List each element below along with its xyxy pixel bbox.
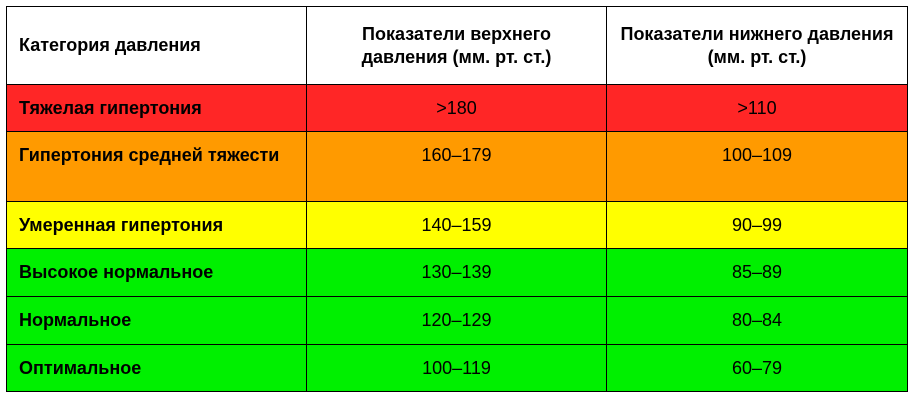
header-systolic: Показатели верхнего давления (мм. рт. ст… [306, 6, 607, 85]
row-systolic: 100–119 [306, 344, 607, 392]
table-header-row: Категория давления Показатели верхнего д… [6, 6, 908, 85]
row-diastolic: 80–84 [606, 296, 908, 345]
row-category: Тяжелая гипертония [6, 84, 307, 132]
row-systolic: >180 [306, 84, 607, 132]
table-row: Умеренная гипертония 140–159 90–99 [6, 201, 908, 249]
row-diastolic: 60–79 [606, 344, 908, 392]
row-category: Умеренная гипертония [6, 201, 307, 249]
row-diastolic: 90–99 [606, 201, 908, 249]
row-systolic: 130–139 [306, 248, 607, 297]
row-systolic: 140–159 [306, 201, 607, 249]
row-category: Оптимальное [6, 344, 307, 392]
table-row: Гипертония средней тяжести 160–179 100–1… [6, 131, 908, 202]
blood-pressure-table: Категория давления Показатели верхнего д… [6, 6, 908, 392]
row-category: Высокое нормальное [6, 248, 307, 297]
header-diastolic: Показатели нижнего давления (мм. рт. ст.… [606, 6, 908, 85]
table-row: Тяжелая гипертония >180 >110 [6, 84, 908, 132]
header-category: Категория давления [6, 6, 307, 85]
row-category: Нормальное [6, 296, 307, 345]
row-diastolic: >110 [606, 84, 908, 132]
row-systolic: 160–179 [306, 131, 607, 202]
table-row: Нормальное 120–129 80–84 [6, 296, 908, 345]
table-row: Высокое нормальное 130–139 85–89 [6, 248, 908, 297]
row-diastolic: 100–109 [606, 131, 908, 202]
row-diastolic: 85–89 [606, 248, 908, 297]
row-systolic: 120–129 [306, 296, 607, 345]
table-row: Оптимальное 100–119 60–79 [6, 344, 908, 392]
row-category: Гипертония средней тяжести [6, 131, 307, 202]
